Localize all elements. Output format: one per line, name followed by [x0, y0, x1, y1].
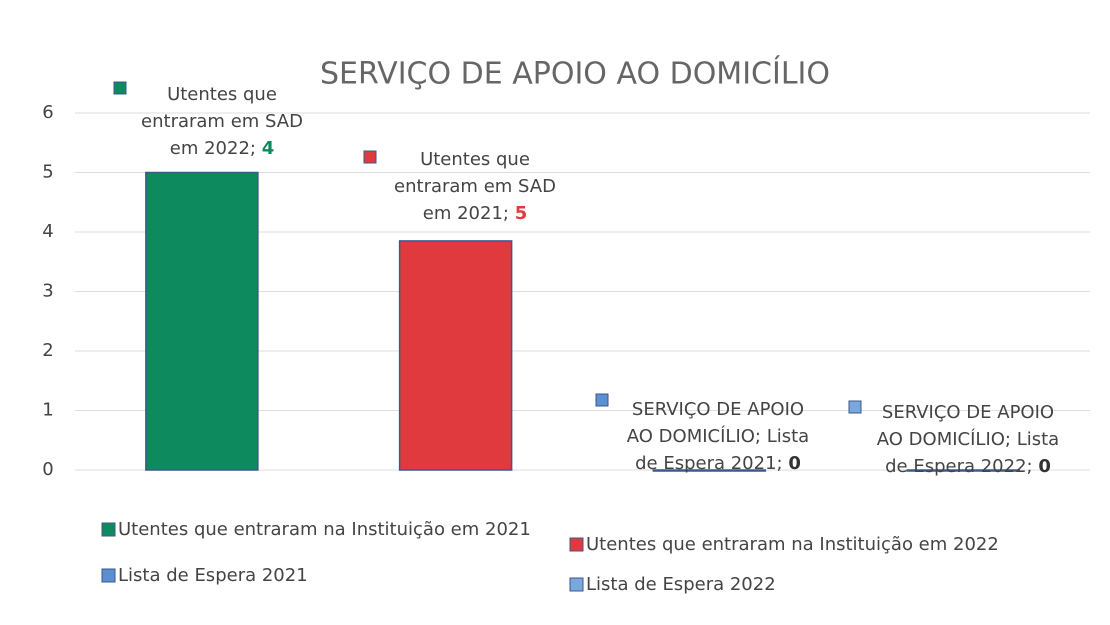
- y-tick-label: 2: [42, 340, 53, 361]
- y-tick-label: 3: [42, 281, 53, 302]
- data-label: entraram em SAD: [394, 176, 556, 197]
- data-label: de Espera 2022; 0: [885, 456, 1051, 477]
- data-label-number: 4: [262, 138, 275, 159]
- y-tick-label: 0: [42, 459, 53, 480]
- data-label: Utentes que: [420, 149, 530, 170]
- data-label-text: em 2022;: [170, 138, 262, 159]
- data-label-number: 0: [788, 453, 801, 474]
- bar: [906, 469, 1020, 472]
- legend-label: Lista de Espera 2022: [586, 574, 776, 595]
- legend-swatch: [101, 568, 116, 583]
- legend-swatch: [569, 537, 584, 552]
- data-label: entraram em SAD: [141, 111, 303, 132]
- data-label-text: Utentes que: [167, 84, 277, 105]
- data-label-text: AO DOMICÍLIO; Lista: [627, 425, 809, 447]
- y-tick-label: 6: [42, 102, 53, 123]
- data-label-number: 5: [515, 203, 528, 224]
- data-label: AO DOMICÍLIO; Lista: [877, 428, 1059, 450]
- bar: [145, 171, 259, 471]
- legend-swatch: [569, 577, 584, 592]
- data-label: Utentes que: [167, 84, 277, 105]
- data-label: SERVIÇO DE APOIO: [632, 399, 804, 420]
- data-label: AO DOMICÍLIO; Lista: [627, 425, 809, 447]
- data-label-text: AO DOMICÍLIO; Lista: [877, 428, 1059, 450]
- bar: [398, 240, 513, 471]
- label-marker: [113, 81, 127, 95]
- data-label: em 2021; 5: [423, 203, 527, 224]
- label-marker: [595, 393, 609, 407]
- data-label-text: SERVIÇO DE APOIO: [632, 399, 804, 420]
- data-label: SERVIÇO DE APOIO: [882, 402, 1054, 423]
- data-label-text: entraram em SAD: [141, 111, 303, 132]
- legend-swatch: [101, 522, 116, 537]
- data-label: de Espera 2021; 0: [635, 453, 801, 474]
- legend-label: Utentes que entraram na Instituição em 2…: [118, 519, 531, 540]
- bar: [652, 469, 767, 472]
- data-label-text: de Espera 2021;: [635, 453, 788, 474]
- label-marker: [363, 150, 377, 164]
- legend-label: Lista de Espera 2021: [118, 565, 308, 586]
- data-label-text: em 2021;: [423, 203, 515, 224]
- data-label-text: entraram em SAD: [394, 176, 556, 197]
- data-label: em 2022; 4: [170, 138, 274, 159]
- y-tick-label: 5: [42, 162, 53, 183]
- chart-title: SERVIÇO DE APOIO AO DOMICÍLIO: [320, 56, 830, 92]
- y-tick-label: 1: [42, 400, 53, 421]
- data-label-number: 0: [1038, 456, 1051, 477]
- data-label-text: SERVIÇO DE APOIO: [882, 402, 1054, 423]
- y-tick-label: 4: [42, 221, 53, 242]
- data-label-text: Utentes que: [420, 149, 530, 170]
- legend-label: Utentes que entraram na Instituição em 2…: [586, 534, 999, 555]
- label-marker: [848, 400, 862, 414]
- data-label-text: de Espera 2022;: [885, 456, 1038, 477]
